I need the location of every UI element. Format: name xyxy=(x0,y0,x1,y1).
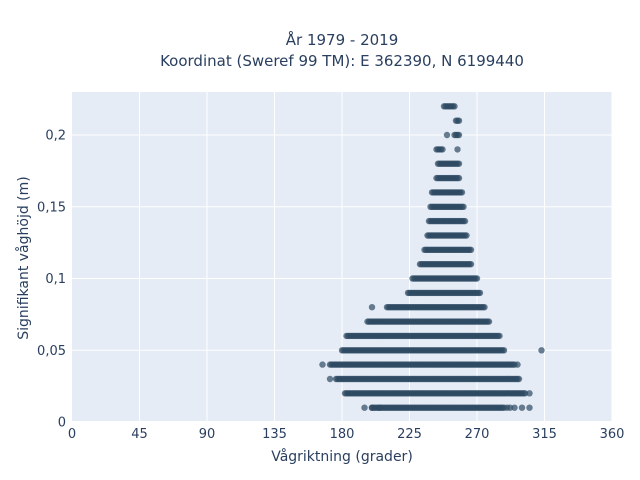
data-point xyxy=(463,232,470,239)
data-point xyxy=(476,289,484,297)
y-tick-label: 0,2 xyxy=(45,129,66,144)
x-tick-label: 45 xyxy=(131,427,148,442)
x-tick-label: 180 xyxy=(330,427,355,442)
data-point xyxy=(376,404,383,411)
data-point xyxy=(506,404,514,411)
y-tick-label: 0,1 xyxy=(45,272,66,287)
chart-title-line-2: Koordinat (Sweref 99 TM): E 362390, N 61… xyxy=(160,52,524,70)
data-point xyxy=(326,375,334,383)
x-tick-label: 270 xyxy=(465,427,490,442)
data-point xyxy=(514,361,521,368)
x-tick-label: 360 xyxy=(600,427,625,442)
y-tick-label: 0,15 xyxy=(37,200,66,215)
x-tick-label: 225 xyxy=(397,427,422,442)
gridlines xyxy=(72,92,613,423)
data-point xyxy=(518,404,526,411)
data-point xyxy=(526,404,533,411)
y-tick-label: 0 xyxy=(58,416,66,431)
x-axis-ticks: 0 45 90 135 180 225 270 315 360 xyxy=(68,427,625,442)
x-tick-label: 315 xyxy=(532,427,557,442)
data-point xyxy=(473,275,481,282)
data-point xyxy=(515,375,523,383)
data-point xyxy=(467,246,475,253)
data-point xyxy=(455,131,463,139)
data-point xyxy=(455,160,463,167)
data-point xyxy=(439,146,446,153)
data-point xyxy=(467,261,475,268)
data-point xyxy=(500,347,508,354)
data-point xyxy=(511,404,518,411)
x-tick-label: 135 xyxy=(262,427,287,442)
data-point xyxy=(443,131,451,139)
data-point xyxy=(458,189,466,196)
x-tick-label: 90 xyxy=(199,427,216,442)
y-tick-label: 0,05 xyxy=(37,344,66,359)
x-tick-label: 0 xyxy=(68,427,76,442)
data-point xyxy=(454,146,461,153)
data-point xyxy=(460,203,467,210)
data-point xyxy=(521,390,529,397)
data-point xyxy=(455,174,463,182)
data-point xyxy=(526,390,533,397)
data-point xyxy=(434,160,442,167)
data-point xyxy=(538,347,545,354)
data-point xyxy=(319,361,326,368)
chart-title-line-1: År 1979 - 2019 xyxy=(286,30,399,49)
data-point xyxy=(481,304,488,311)
x-axis-title: Vågriktning (grader) xyxy=(271,448,413,465)
y-axis-ticks: 0 0,05 0,1 0,15 0,2 xyxy=(37,129,66,431)
y-axis-title: Signifikant våghöjd (m) xyxy=(15,176,32,339)
data-point xyxy=(496,332,503,340)
data-point xyxy=(461,217,469,225)
data-point xyxy=(368,404,376,411)
data-point xyxy=(368,304,376,311)
data-point xyxy=(361,404,368,411)
data-point xyxy=(485,318,493,325)
data-point xyxy=(451,103,458,110)
data-point xyxy=(455,117,463,124)
data-points xyxy=(319,103,545,411)
